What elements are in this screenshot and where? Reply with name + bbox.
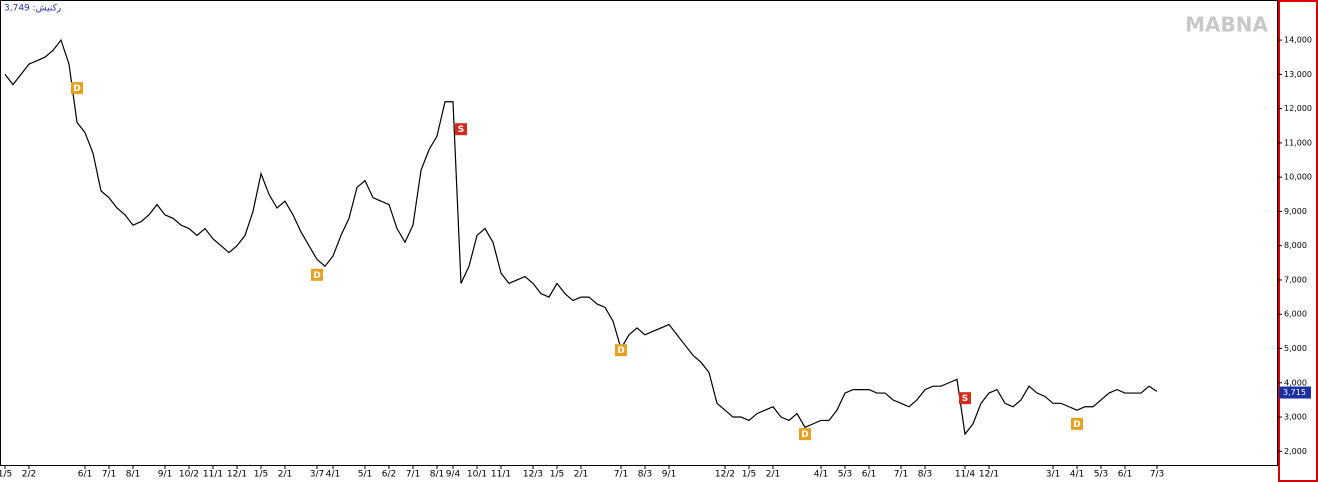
- x-tick-label: 2/1: [766, 470, 780, 480]
- y-tick-label: 13,000: [1284, 70, 1312, 79]
- x-tick-label: 6/2: [382, 470, 396, 480]
- price-axis-frame: [1278, 0, 1318, 482]
- x-tick-label: 11/4: [955, 470, 975, 480]
- signal-label: S: [458, 125, 464, 135]
- y-tick-label: 8,000: [1284, 241, 1307, 250]
- x-tick-label: 12/2: [715, 470, 735, 480]
- y-tick-label: 11,000: [1284, 138, 1312, 147]
- signal-marker: [71, 82, 83, 95]
- last-price-box: [1279, 386, 1311, 399]
- x-tick-label: 5/3: [838, 470, 852, 480]
- header-label: 3,749 :رکنیش: [4, 4, 61, 14]
- y-tick-label: 14,000: [1284, 36, 1312, 45]
- signal-marker: [799, 428, 811, 441]
- y-tick-label: 12,000: [1284, 104, 1312, 113]
- x-tick-label: 8/3: [918, 470, 932, 480]
- x-tick-label: 7/3: [1150, 470, 1164, 480]
- x-tick-label: 9/4: [446, 470, 461, 480]
- x-tick-label: 1/5: [742, 470, 756, 480]
- signal-marker: [615, 344, 627, 357]
- y-tick-label: 3,000: [1284, 413, 1307, 422]
- signal-label: D: [617, 346, 624, 356]
- signal-marker: [1071, 417, 1083, 430]
- x-tick-label: 12/1: [227, 470, 247, 480]
- x-tick-label: 10/1: [467, 470, 487, 480]
- x-tick-label: 2/1: [278, 470, 292, 480]
- x-tick-label: 12/1: [979, 470, 999, 480]
- x-tick-label: 1/5: [254, 470, 268, 480]
- x-tick-label: 2/2: [22, 470, 36, 480]
- signal-label: D: [1073, 420, 1080, 430]
- signal-label: D: [73, 84, 80, 94]
- x-tick-label: 1/5: [0, 470, 12, 480]
- x-tick-label: 9/1: [662, 470, 676, 480]
- signal-label: S: [962, 394, 968, 404]
- x-tick-label: 1/5: [550, 470, 564, 480]
- y-tick-label: 10,000: [1284, 173, 1312, 182]
- x-tick-label: 2/1: [574, 470, 588, 480]
- x-tick-label: 7/1: [894, 470, 908, 480]
- x-tick-label: 3/1: [1046, 470, 1060, 480]
- x-tick-label: 4/1: [326, 470, 340, 480]
- price-line: [4, 38, 1158, 436]
- x-tick-label: 8/1: [126, 470, 140, 480]
- signal-marker: [311, 268, 323, 281]
- x-tick-label: 3/7: [310, 470, 324, 480]
- x-tick-label: 6/1: [1118, 470, 1132, 480]
- x-tick-label: 4/1: [814, 470, 828, 480]
- y-tick-label: 9,000: [1284, 207, 1307, 216]
- x-tick-label: 7/1: [102, 470, 116, 480]
- x-tick-label: 4/1: [1070, 470, 1084, 480]
- x-tick-label: 11/1: [203, 470, 223, 480]
- y-tick-label: 2,000: [1284, 447, 1307, 456]
- x-tick-label: 6/1: [862, 470, 876, 480]
- signal-marker: [959, 392, 971, 405]
- x-tick-label: 7/1: [614, 470, 628, 480]
- y-tick-label: 6,000: [1284, 310, 1307, 319]
- x-tick-label: 5/3: [1094, 470, 1108, 480]
- y-tick-label: 7,000: [1284, 275, 1307, 284]
- x-tick-label: 10/2: [179, 470, 199, 480]
- x-tick-label: 9/1: [158, 470, 172, 480]
- x-tick-label: 8/3: [638, 470, 652, 480]
- x-tick-label: 7/1: [406, 470, 420, 480]
- watermark: MABNA: [1185, 13, 1268, 37]
- signal-marker: [455, 123, 467, 136]
- last-price-label: 3,715: [1283, 388, 1306, 397]
- signal-label: D: [801, 430, 808, 440]
- y-tick-label: 5,000: [1284, 344, 1307, 353]
- x-tick-label: 5/1: [358, 470, 372, 480]
- x-tick-label: 11/1: [491, 470, 511, 480]
- x-tick-label: 6/1: [78, 470, 92, 480]
- y-tick-label: 4,000: [1284, 378, 1307, 387]
- x-tick-label: 12/3: [523, 470, 543, 480]
- plot-frame: [0, 0, 1278, 466]
- signal-label: D: [313, 271, 320, 281]
- x-tick-label: 8/1: [430, 470, 444, 480]
